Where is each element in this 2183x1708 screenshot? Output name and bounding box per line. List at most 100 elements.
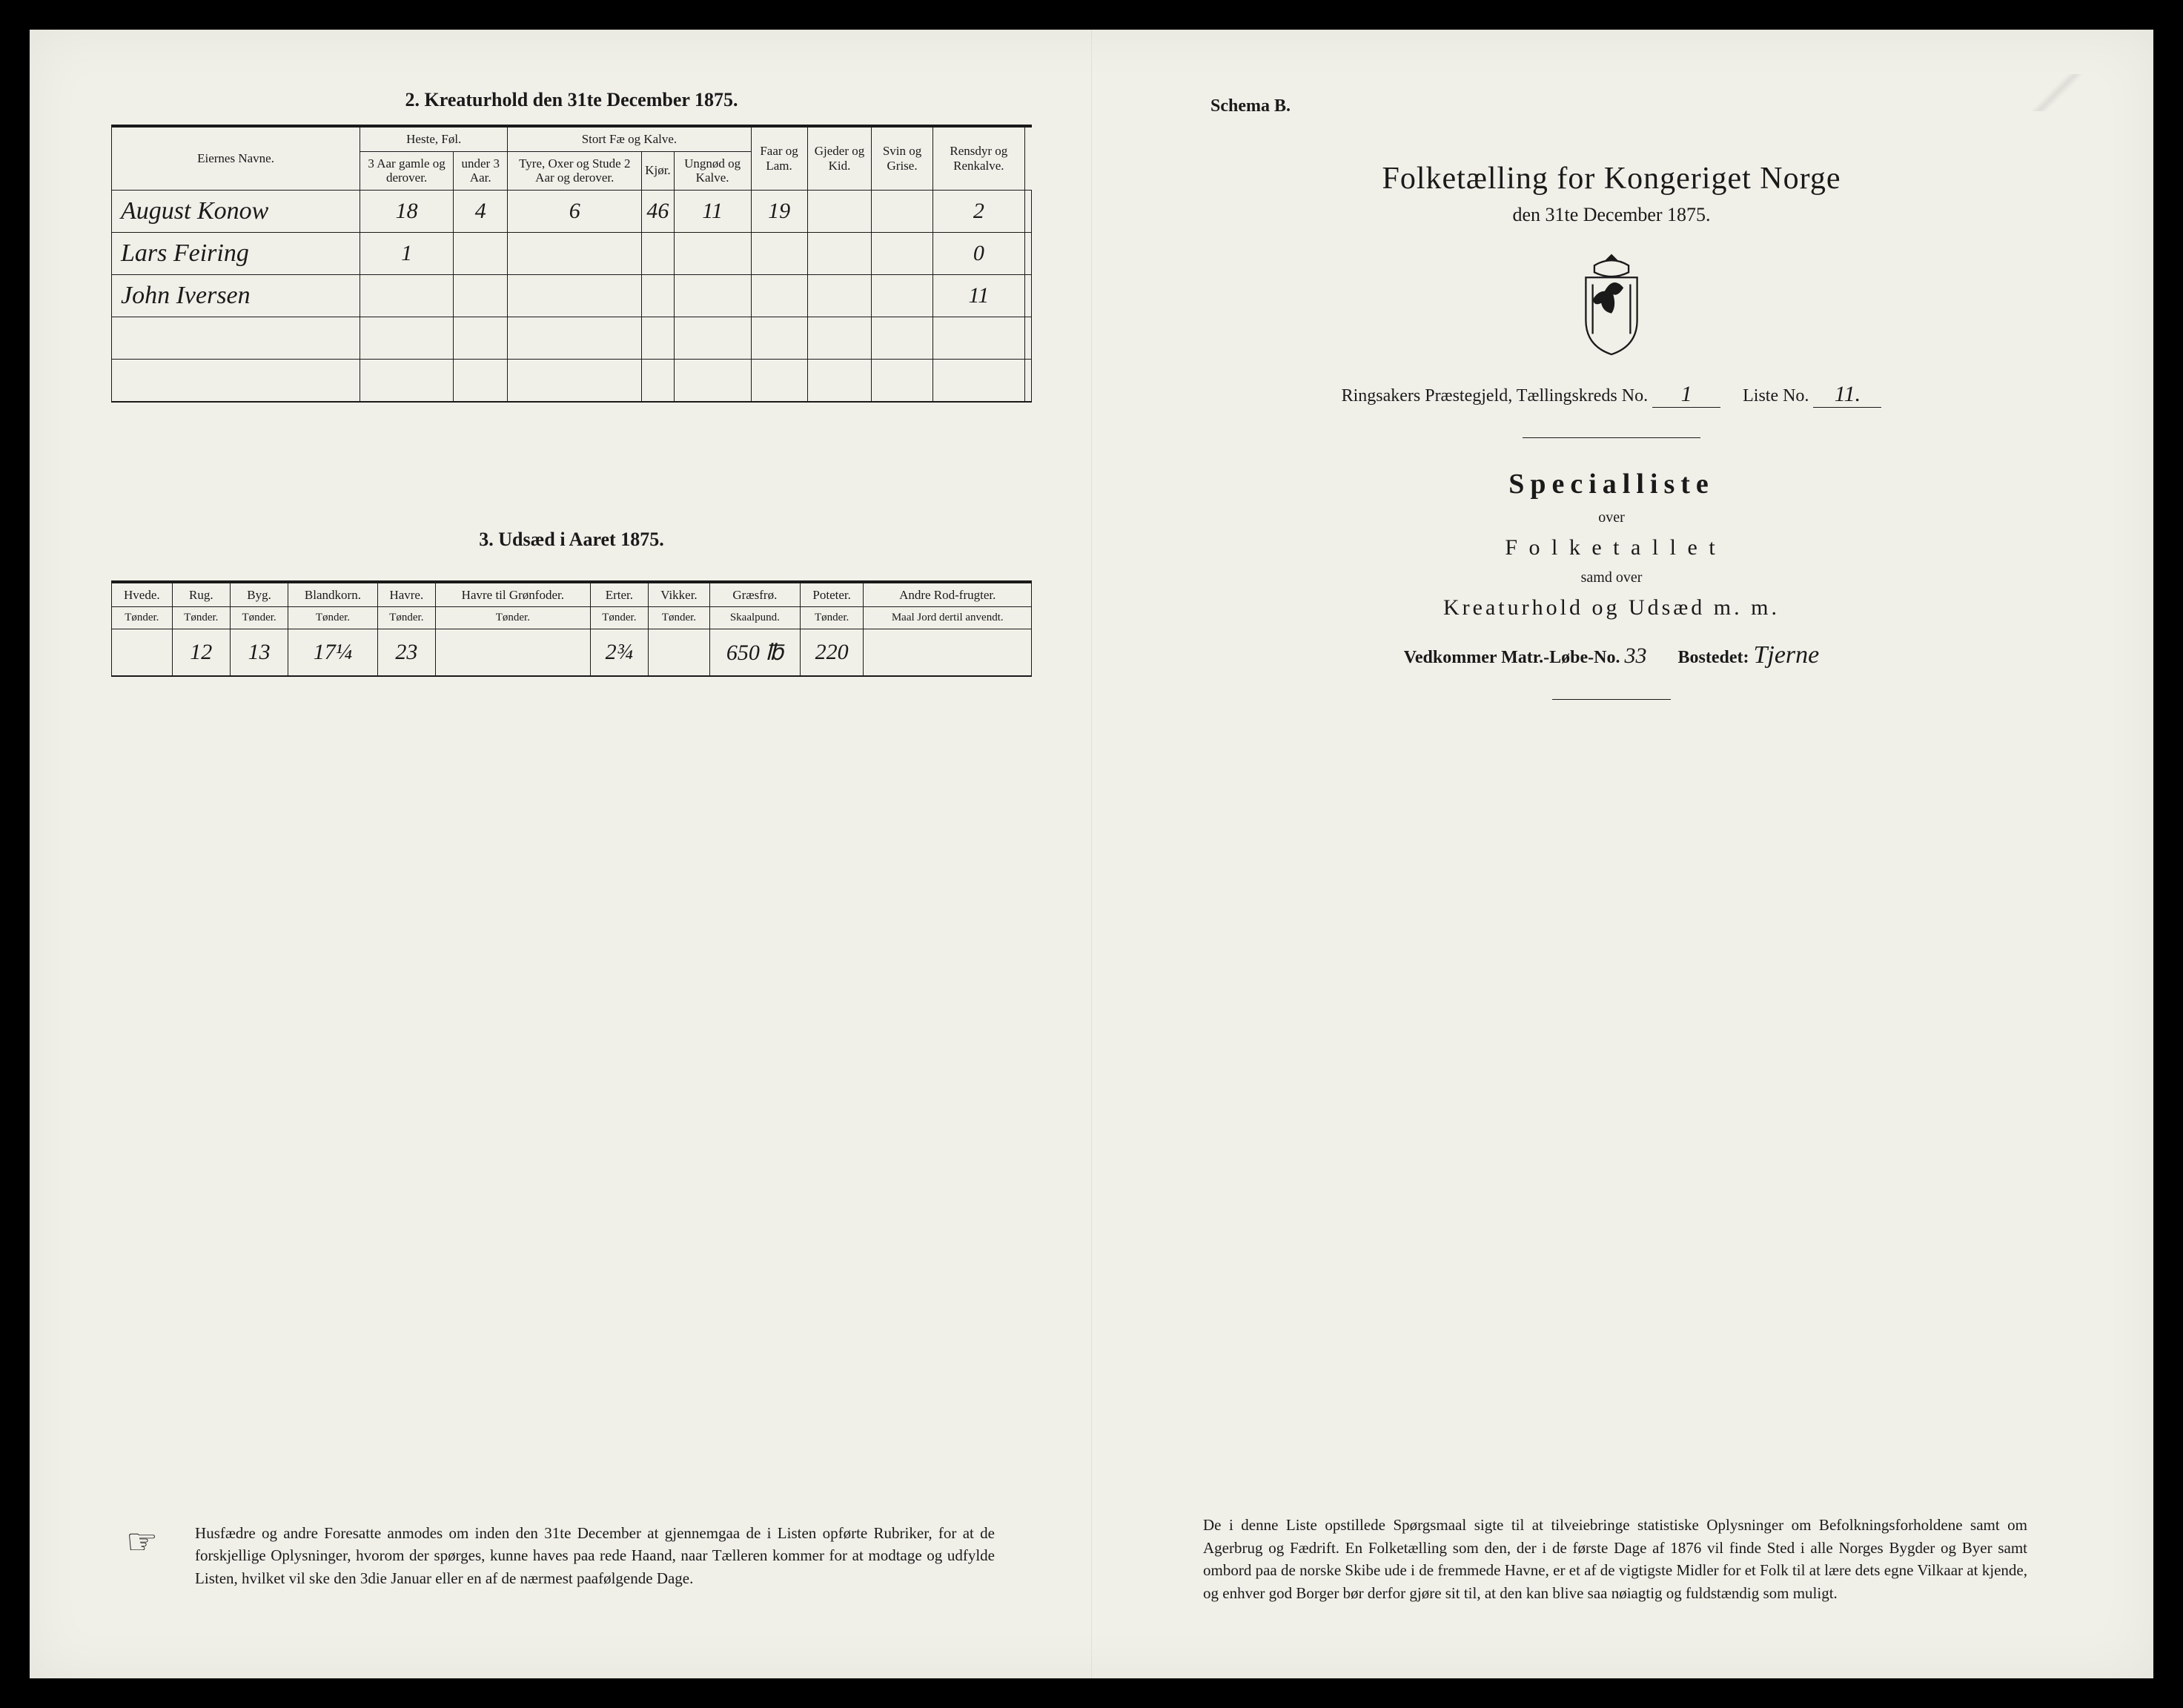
cell: [642, 359, 674, 402]
folketallet-label: F o l k e t a l l e t: [1151, 535, 2072, 560]
cell: [1024, 317, 1031, 359]
paper-tear: [1990, 74, 2124, 111]
cell: 1: [360, 232, 454, 274]
col-header: Andre Rod-frugter.: [864, 582, 1032, 607]
cell: [360, 317, 454, 359]
cell: [1024, 359, 1031, 402]
col-header: Græsfrø.: [709, 582, 800, 607]
cell: 2: [933, 190, 1024, 232]
col-header: Hvede.: [112, 582, 173, 607]
cell: 23: [377, 629, 435, 677]
col-pigs: Svin og Grise.: [872, 126, 933, 190]
col-unit: Tønder.: [112, 607, 173, 629]
cell: [508, 317, 642, 359]
cell: 19: [751, 190, 807, 232]
colgroup-horses: Heste, Føl.: [360, 126, 508, 151]
cell: 17¼: [288, 629, 377, 677]
col-h1: 3 Aar gamle og derover.: [360, 151, 454, 190]
cell: [872, 359, 933, 402]
over-label: over: [1151, 509, 2072, 526]
left-footnote-block: ☞ Husfædre og andre Foresatte anmodes om…: [126, 1522, 1017, 1589]
cell: [454, 274, 508, 317]
col-header: Vikker.: [649, 582, 710, 607]
cell: [1024, 274, 1031, 317]
table-row: [112, 359, 1032, 402]
liste-label: Liste No.: [1743, 386, 1809, 406]
cell: [872, 317, 933, 359]
cell: 18: [360, 190, 454, 232]
cell: [933, 359, 1024, 402]
cell: 4: [454, 190, 508, 232]
cell: [508, 359, 642, 402]
cell: [454, 359, 508, 402]
col-unit: Tønder.: [377, 607, 435, 629]
cell: [508, 274, 642, 317]
col-header: Byg.: [230, 582, 288, 607]
cell: [807, 317, 872, 359]
col-h2: under 3 Aar.: [454, 151, 508, 190]
vedkommer-line: Vedkommer Matr.-Løbe-No. 33 Bostedet: Tj…: [1151, 641, 2072, 669]
samt-label: samd over: [1151, 569, 2072, 586]
cell: 11: [674, 190, 751, 232]
vedk-label: Vedkommer Matr.-Løbe-No.: [1404, 648, 1620, 667]
col-header: Erter.: [590, 582, 648, 607]
col-unit: Tønder.: [649, 607, 710, 629]
cell: [872, 232, 933, 274]
col-goats: Gjeder og Kid.: [807, 126, 872, 190]
table-row: August Konow18464611192: [112, 190, 1032, 232]
col-unit: Skaalpund.: [709, 607, 800, 629]
cell: [751, 359, 807, 402]
cell: [751, 317, 807, 359]
sowing-table: Hvede.Rug.Byg.Blandkorn.Havre.Havre til …: [111, 580, 1032, 678]
cell: [674, 359, 751, 402]
col-unit: Tønder.: [172, 607, 230, 629]
parish-prefix: Ringsakers Præstegjeld, Tællingskreds No…: [1342, 386, 1649, 406]
cell: 650 ℔: [709, 629, 800, 677]
cell: [435, 629, 590, 677]
cell: [872, 190, 933, 232]
kreatur-label: Kreaturhold og Udsæd m. m.: [1151, 595, 2072, 620]
owner-name: John Iversen: [112, 274, 360, 317]
cell: [649, 629, 710, 677]
divider-1: [1523, 437, 1700, 438]
cell: [807, 190, 872, 232]
coat-of-arms-icon: [1567, 248, 1656, 360]
schema-label: Schema B.: [1210, 96, 2072, 116]
kreds-no: 1: [1652, 382, 1720, 408]
col-c3: Ungnød og Kalve.: [674, 151, 751, 190]
cell: 6: [508, 190, 642, 232]
left-page: 2. Kreaturhold den 31te December 1875. E…: [30, 30, 1091, 1678]
census-subtitle: den 31te December 1875.: [1151, 204, 2072, 226]
cell: [1024, 190, 1031, 232]
owner-name: [112, 359, 360, 402]
col-unit: Tønder.: [230, 607, 288, 629]
cell: 0: [933, 232, 1024, 274]
cell: [454, 317, 508, 359]
bostedet-value: Tjerne: [1753, 641, 1819, 669]
cell: [360, 274, 454, 317]
cell: [674, 317, 751, 359]
col-unit: Tønder.: [435, 607, 590, 629]
document-spread: 2. Kreaturhold den 31te December 1875. E…: [30, 30, 2153, 1678]
cell: [751, 232, 807, 274]
cell: [674, 274, 751, 317]
liste-no: 11.: [1813, 382, 1881, 408]
section3-title: 3. Udsæd i Aaret 1875.: [111, 529, 1032, 551]
col-unit: Tønder.: [800, 607, 864, 629]
col-unit: Tønder.: [288, 607, 377, 629]
right-page: Schema B. Folketælling for Kongeriget No…: [1091, 30, 2153, 1678]
census-title: Folketælling for Kongeriget Norge: [1151, 161, 2072, 196]
specialliste-heading: Specialliste: [1151, 468, 2072, 500]
cell: [807, 274, 872, 317]
col-header: Havre til Grønfoder.: [435, 582, 590, 607]
cell: [933, 317, 1024, 359]
col-header: Blandkorn.: [288, 582, 377, 607]
col-unit: Tønder.: [590, 607, 648, 629]
col-header: Poteter.: [800, 582, 864, 607]
cell: [864, 629, 1032, 677]
cell: 12: [172, 629, 230, 677]
col-header: Rug.: [172, 582, 230, 607]
cell: 13: [230, 629, 288, 677]
divider-2: [1552, 699, 1671, 700]
cell: [360, 359, 454, 402]
